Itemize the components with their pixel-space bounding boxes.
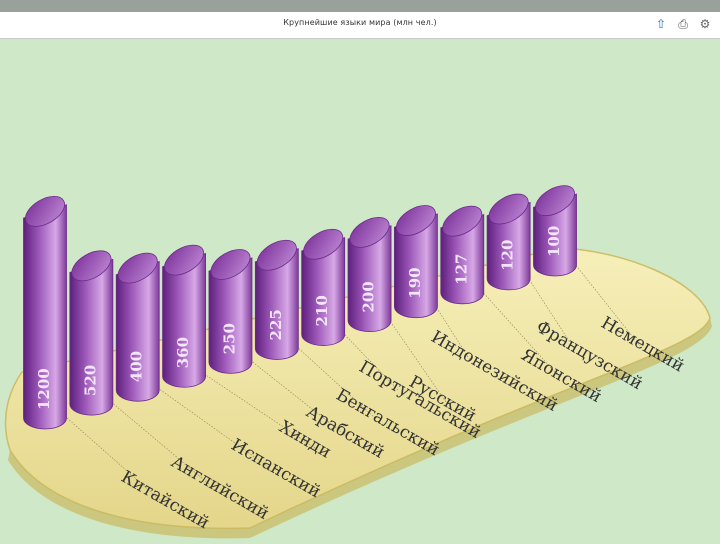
bar-value-label: 400 [128,351,146,382]
guide-line [62,413,161,501]
bar-value-label: 200 [360,281,378,312]
bar-9: 190 [394,205,438,319]
bar-value-label: 250 [220,323,238,354]
guide-line [572,260,641,347]
bar-11: 120 [486,193,531,291]
bar-cap [535,185,575,217]
title-bar: Крупнейшие языки мира (млн чел.) ⇧ ⎙ ⚙ [0,12,720,39]
bar-value-label: 100 [545,226,563,257]
bar-body [440,214,485,305]
guide-line [201,372,319,451]
bar-body [208,257,253,374]
bar-body [162,252,206,388]
bar-1: 1200 [23,195,67,430]
guide-line [108,399,211,486]
bar-12: 100 [533,185,577,277]
bar-body [69,258,114,416]
bar-cap [164,244,205,276]
guide-line [294,344,376,419]
guide-line [247,358,346,436]
bar-cap [117,252,158,284]
bar-value-label: 360 [174,337,192,368]
bar-6: 225 [254,239,299,360]
bar-3: 400 [115,252,160,402]
bar-cap [71,250,112,282]
bar-cap [395,205,436,236]
bar-body [23,204,67,430]
bar-8: 200 [347,216,392,333]
bar-cap [488,193,529,225]
bar-cap [210,249,251,280]
chart-area: Китайский Английский Испанский Хинди Арабски… [0,39,720,540]
bar-5: 250 [208,249,253,374]
toolbar: ⇧ ⎙ ⚙ [654,17,712,31]
bar-value-label: 190 [406,267,424,298]
window-top-strip [0,0,720,12]
bar-value-label: 210 [313,295,331,326]
bar-value-label: 127 [452,254,470,285]
language-bar-chart: КитайскийАнглийскийИспанскийХиндиАрабски… [4,185,712,539]
guide-line [433,302,471,361]
print-icon[interactable]: ⎙ [678,17,688,31]
bar-body [115,260,160,402]
bar-7: 210 [301,228,346,346]
bar-4: 360 [162,244,206,388]
bar-cap [349,216,390,248]
settings-icon[interactable]: ⚙ [699,17,711,31]
page-title: Крупнейшие языки мира (млн чел.) [283,18,437,27]
bar-body [347,225,392,333]
bar-value-label: 1200 [35,368,53,410]
export-icon[interactable]: ⇧ [655,17,667,31]
bar-body [394,213,438,319]
bar-value-label: 520 [81,365,99,396]
bar-body [254,248,299,360]
bar-cap [303,228,344,260]
bar-body [301,237,346,346]
bar-cap [25,195,65,227]
bar-10: 127 [440,205,485,305]
bar-2: 520 [69,250,114,416]
bar-value-label: 225 [267,309,285,340]
bar-cap [442,205,483,237]
bar-cap [256,239,297,271]
guide-line [155,385,271,469]
bar-value-label: 120 [499,240,517,271]
guide-line [479,288,561,379]
